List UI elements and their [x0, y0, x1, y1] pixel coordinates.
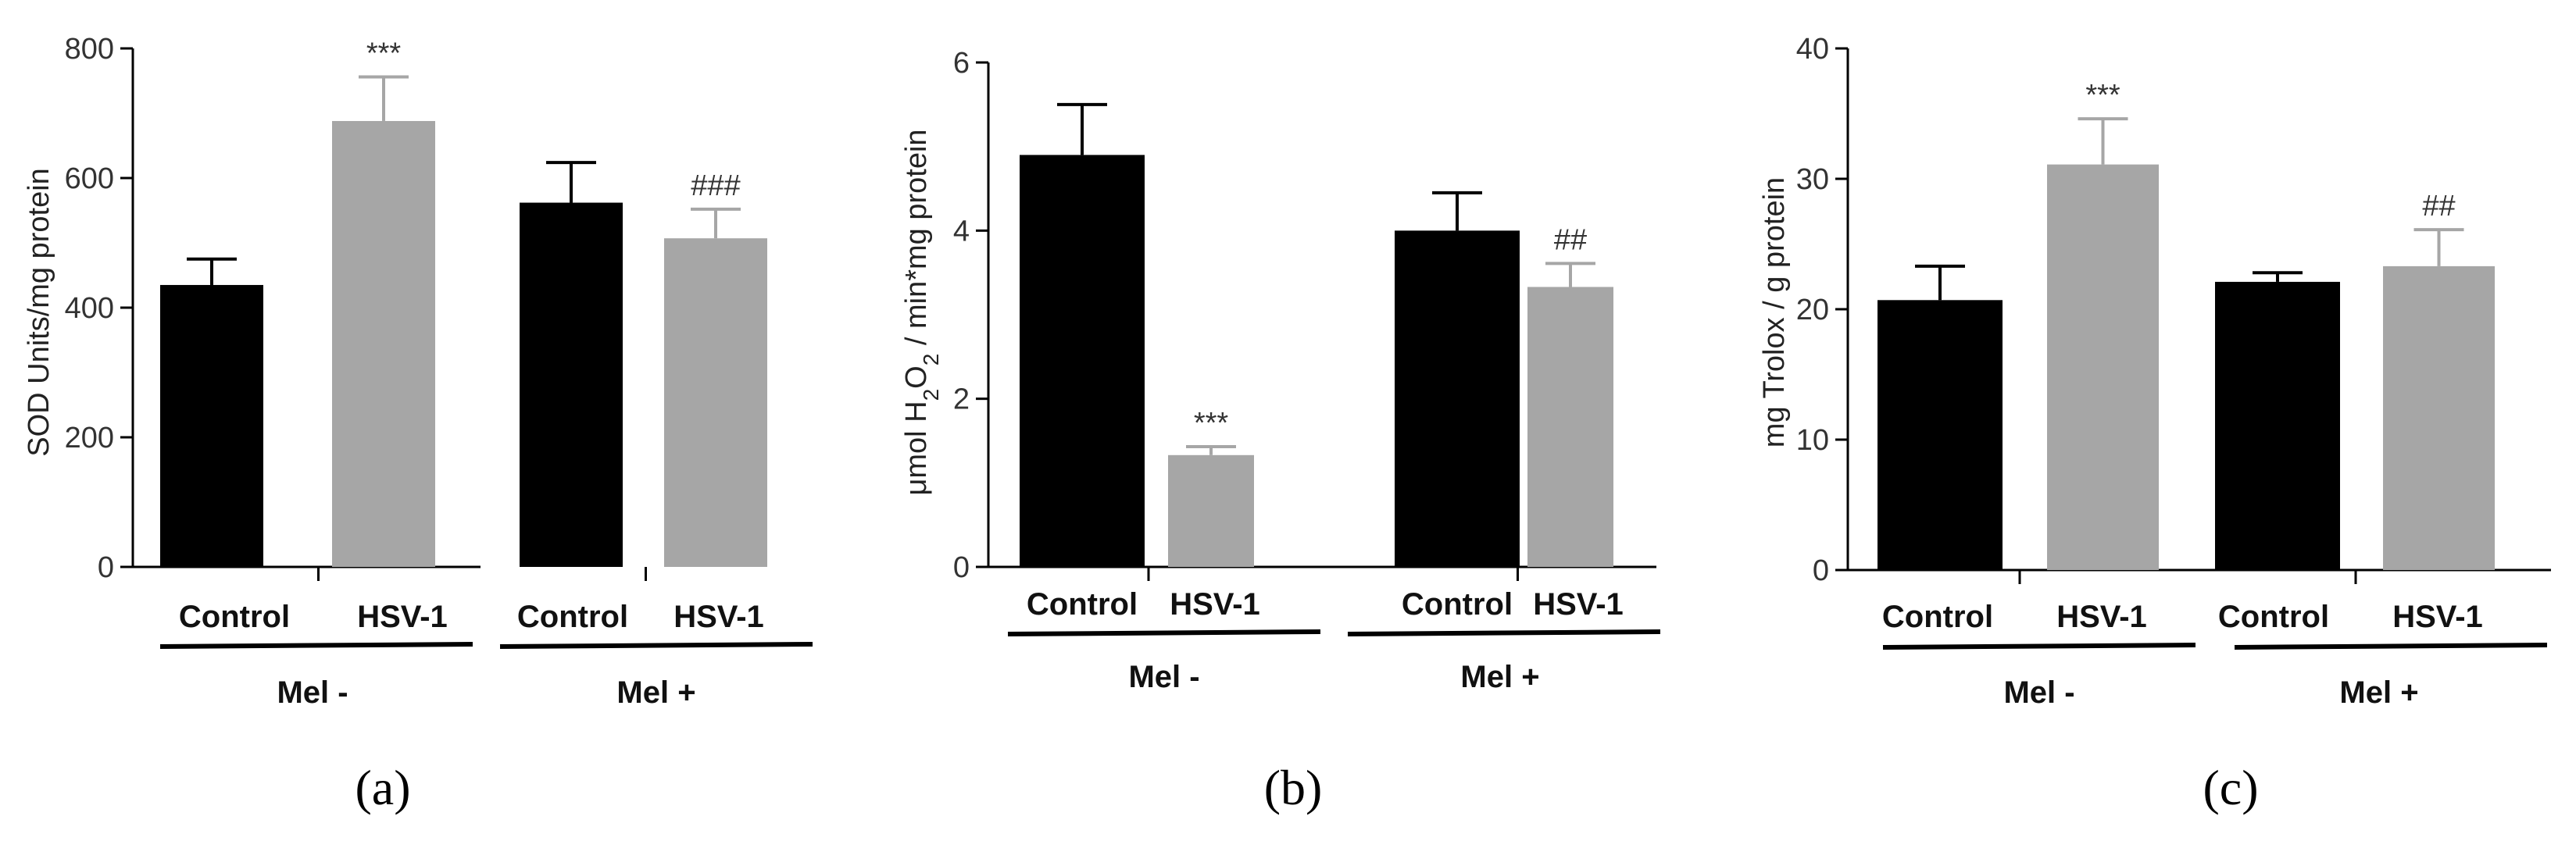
bar — [1527, 287, 1613, 567]
category-label: HSV-1 — [357, 600, 448, 634]
y-tick-label: 800 — [65, 33, 114, 66]
category-label: HSV-1 — [1533, 587, 1624, 622]
category-label: Control — [517, 600, 628, 634]
bar — [2215, 281, 2340, 570]
category-label: Control — [1027, 587, 1138, 622]
bar — [664, 238, 767, 567]
group-underline — [1882, 643, 2196, 650]
group-underline — [159, 642, 473, 649]
group-label: Mel - — [2003, 675, 2074, 710]
y-tick-label: 0 — [98, 551, 114, 584]
bar — [160, 284, 263, 567]
significance-marker: *** — [366, 37, 402, 70]
y-tick-label: 0 — [953, 551, 970, 584]
bar — [1020, 155, 1145, 567]
y-tick-label: 400 — [65, 292, 114, 325]
significance-marker: ## — [2422, 190, 2455, 223]
category-label: HSV-1 — [673, 600, 764, 634]
y-tick-label: 200 — [65, 422, 114, 454]
group-label: Mel + — [2339, 675, 2418, 710]
category-label: HSV-1 — [2392, 600, 2483, 634]
y-tick-label: 10 — [1796, 424, 1829, 457]
y-axis-label: SOD Units/mg protein — [23, 168, 55, 457]
category-label: Control — [2218, 600, 2329, 634]
y-tick-label: 0 — [1813, 554, 1829, 587]
y-tick-label: 2 — [953, 383, 970, 416]
chart-panel-2: 0 2 4 6 μmol H2O2 / min*mg protein *** ## Contr… — [900, 47, 1661, 815]
category-label: HSV-1 — [1170, 587, 1260, 622]
category-label: HSV-1 — [2056, 600, 2147, 634]
category-label: Control — [1402, 587, 1513, 622]
chart-panel-3: 0 10 20 30 40 mg Trolox / g protein *** ## Contr… — [1758, 33, 2551, 815]
significance-marker: ### — [691, 169, 740, 202]
y-axis-label: μmol H2O2 / min*mg protein — [900, 129, 943, 495]
bar — [332, 120, 435, 567]
significance-marker: ## — [1554, 223, 1587, 256]
group-label: Mel + — [1460, 660, 1539, 694]
panel-caption: (c) — [2203, 760, 2258, 815]
group-underline — [499, 642, 813, 649]
bar — [1168, 454, 1254, 567]
y-tick-label: 30 — [1796, 163, 1829, 196]
y-tick-label: 40 — [1796, 33, 1829, 66]
significance-marker: *** — [1194, 407, 1229, 440]
y-tick-label: 600 — [65, 162, 114, 195]
group-underline — [2234, 643, 2548, 650]
panel-caption: (a) — [355, 760, 410, 815]
bar — [2383, 265, 2495, 570]
group-label: Mel - — [1128, 660, 1199, 694]
group-label: Mel + — [616, 675, 695, 710]
bar — [1878, 300, 2003, 570]
category-label: Control — [179, 600, 290, 634]
group-underline — [1007, 629, 1321, 636]
y-tick-label: 4 — [953, 215, 970, 248]
chart-panel-1: 0 200 400 600 800 SOD Units/mg protein *** ### C… — [23, 33, 813, 815]
y-axis-label: mg Trolox / g protein — [1758, 177, 1791, 447]
panel-caption: (b) — [1264, 760, 1323, 815]
y-tick-label: 6 — [953, 47, 970, 80]
y-tick-label: 20 — [1796, 294, 1829, 326]
group-label: Mel - — [277, 675, 348, 710]
bar — [2047, 164, 2159, 570]
category-label: Control — [1882, 600, 1993, 634]
bar — [1395, 230, 1520, 567]
group-underline — [1347, 629, 1661, 636]
significance-marker: *** — [2085, 79, 2120, 112]
bar — [520, 202, 623, 567]
